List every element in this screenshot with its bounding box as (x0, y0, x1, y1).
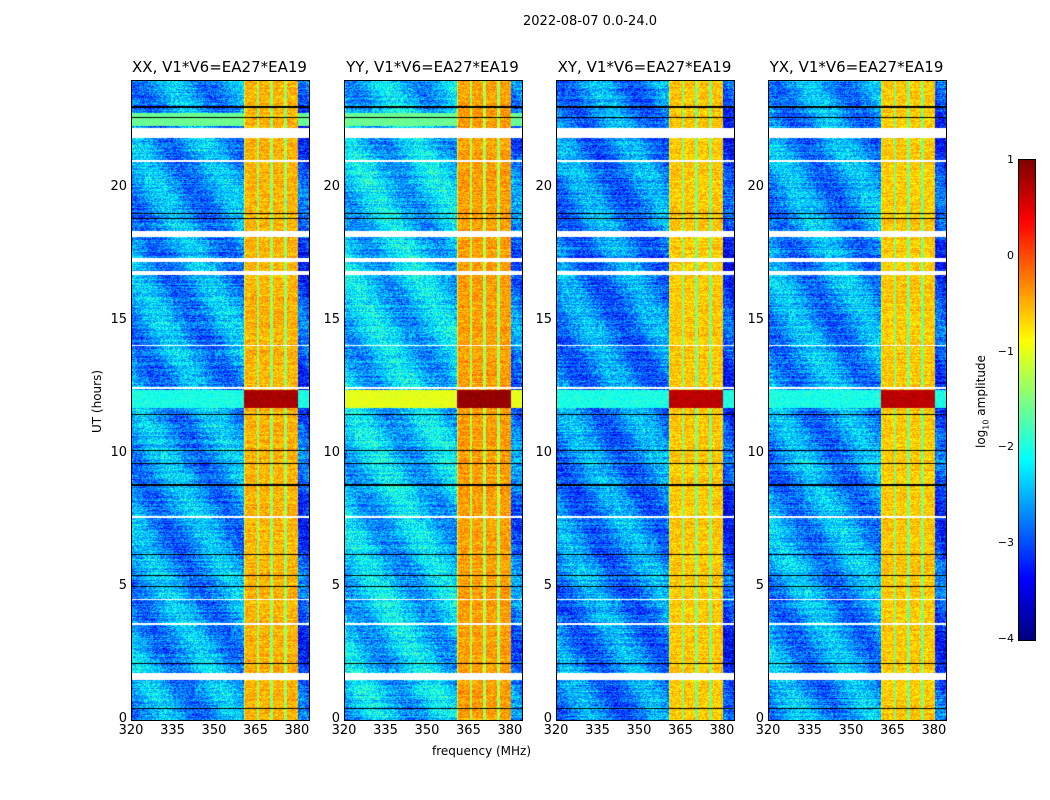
y-tick-label: 15 (323, 311, 340, 327)
x-tick-label: 365 (456, 723, 481, 738)
y-tick-label: 20 (535, 178, 552, 194)
x-tick-label: 365 (668, 723, 693, 738)
y-axis-label: UT (hours) (90, 369, 104, 433)
colorbar-tick-label: −2 (997, 440, 1014, 454)
figure-title: 2022-08-07 0.0-24.0 (523, 14, 657, 29)
panel-title: XX, V1*V6=EA27*EA19 (132, 58, 307, 76)
y-tick-label: 10 (110, 444, 127, 460)
x-tick-label: 380 (709, 723, 735, 738)
x-tick-label: 350 (838, 723, 864, 738)
heatmap-panel-yy (344, 80, 523, 721)
panel-title: YX, V1*V6=EA27*EA19 (769, 58, 944, 76)
x-tick-label: 380 (921, 723, 947, 738)
y-tick-label: 5 (118, 577, 127, 593)
heatmap-panel-yx (768, 80, 947, 721)
x-tick-label: 320 (331, 723, 357, 738)
y-tick-label: 5 (755, 577, 764, 593)
y-tick-label: 15 (110, 311, 127, 327)
x-tick-label: 380 (284, 723, 310, 738)
colorbar-tick-label: −1 (997, 344, 1014, 358)
y-tick-label: 10 (747, 444, 764, 460)
heatmap-panel-xx (131, 80, 310, 721)
colorbar-tick-label: −4 (997, 632, 1014, 645)
x-tick-label: 350 (201, 723, 227, 738)
x-axis-label: frequency (MHz) (432, 744, 532, 758)
x-tick-label: 350 (626, 723, 652, 738)
x-tick-label: 365 (880, 723, 905, 738)
colorbar (1018, 159, 1036, 641)
heatmap-cells (769, 81, 946, 720)
y-tick-label: 20 (323, 178, 340, 194)
x-tick-label: 320 (755, 723, 781, 738)
y-tick-label: 15 (535, 311, 552, 327)
panel-title: YY, V1*V6=EA27*EA19 (346, 58, 519, 76)
y-tick-label: 0 (543, 711, 552, 726)
colorbar-tick-label: 1 (1007, 153, 1014, 166)
heatmap-panel-xy (556, 80, 735, 721)
y-tick-label: 5 (543, 577, 552, 593)
panel-title: XY, V1*V6=EA27*EA19 (557, 58, 732, 76)
y-tick-label: 20 (747, 178, 764, 194)
x-tick-label: 335 (160, 723, 185, 738)
x-tick-label: 335 (797, 723, 822, 738)
y-tick-label: 10 (323, 444, 340, 460)
colorbar-label: log10 amplitude (974, 355, 991, 448)
x-tick-label: 335 (585, 723, 610, 738)
y-tick-label: 10 (535, 444, 552, 460)
x-tick-label: 335 (373, 723, 398, 738)
x-tick-label: 380 (497, 723, 523, 738)
colorbar-tick-label: 0 (1007, 248, 1014, 262)
y-tick-label: 15 (747, 311, 764, 327)
x-tick-label: 350 (414, 723, 440, 738)
colorbar-tick-label: −3 (997, 536, 1014, 550)
y-tick-label: 0 (755, 711, 764, 726)
heatmap-cells (345, 81, 522, 720)
y-tick-label: 20 (110, 178, 127, 194)
x-tick-label: 365 (243, 723, 268, 738)
y-tick-label: 0 (331, 711, 340, 726)
y-tick-label: 0 (118, 711, 127, 726)
heatmap-cells (132, 81, 309, 720)
x-tick-label: 320 (543, 723, 569, 738)
colorbar-gradient (1019, 160, 1035, 640)
heatmap-cells (557, 81, 734, 720)
x-tick-label: 320 (118, 723, 144, 738)
y-tick-label: 5 (331, 577, 340, 593)
